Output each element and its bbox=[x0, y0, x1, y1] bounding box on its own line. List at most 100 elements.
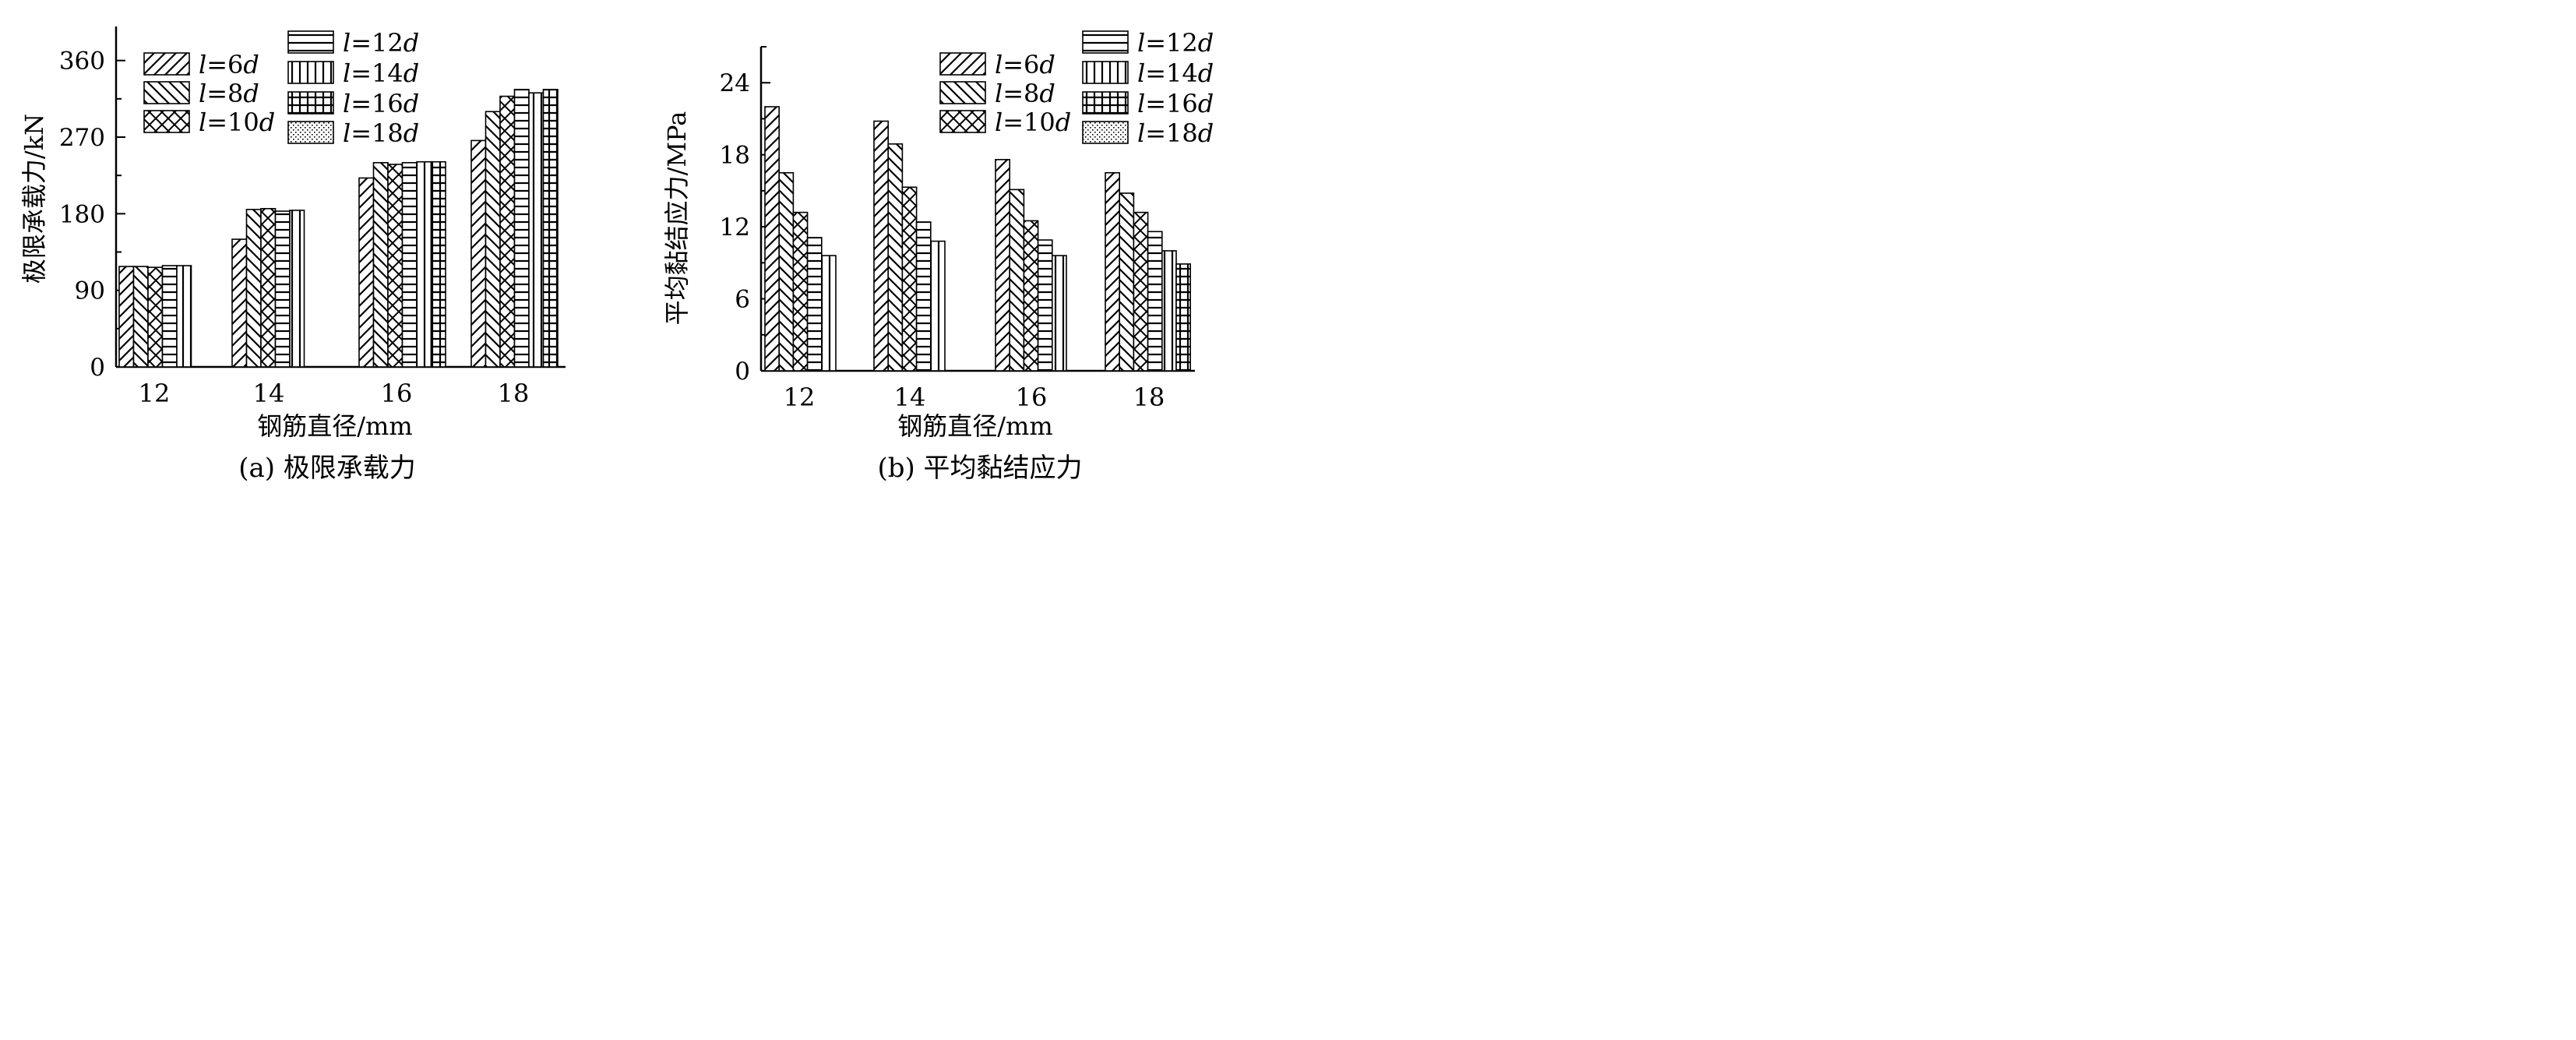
bar bbox=[778, 171, 795, 372]
legend-label: l=10d bbox=[995, 108, 1071, 137]
y-tick-label: 270 bbox=[59, 124, 105, 152]
legend-swatch bbox=[143, 81, 190, 104]
legend-label-unit: d bbox=[403, 58, 419, 88]
legend-swatch bbox=[939, 81, 986, 104]
legend-swatch bbox=[287, 121, 334, 144]
legend-label-unit: d bbox=[403, 89, 419, 118]
legend-label-value: =16 bbox=[351, 89, 403, 118]
bar bbox=[1133, 211, 1149, 372]
bar bbox=[372, 162, 389, 368]
bar bbox=[821, 255, 837, 372]
bar bbox=[1119, 192, 1135, 372]
x-tick-label: 16 bbox=[1016, 383, 1048, 412]
bar bbox=[995, 159, 1011, 372]
legend-label-var: l bbox=[199, 108, 206, 137]
x-tick-label: 12 bbox=[139, 379, 171, 408]
bar bbox=[873, 120, 890, 372]
legend-swatch bbox=[1082, 30, 1129, 54]
bar bbox=[118, 266, 135, 368]
legend-label-unit: d bbox=[1198, 89, 1214, 118]
bar bbox=[289, 210, 305, 368]
bar bbox=[132, 266, 149, 368]
legend-label-unit: d bbox=[1039, 50, 1055, 79]
y-tick-label: 360 bbox=[59, 48, 105, 76]
panel-caption: (b) 平均黏结应力 bbox=[877, 453, 1082, 484]
y-tick-label: 180 bbox=[59, 200, 105, 228]
bar bbox=[430, 160, 446, 368]
legend-label-value: =6 bbox=[1003, 50, 1039, 79]
bar bbox=[930, 240, 946, 372]
legend-label-value: =10 bbox=[1003, 108, 1055, 137]
bar bbox=[401, 162, 418, 368]
legend-label: l=10d bbox=[199, 108, 275, 137]
x-tick-label: 16 bbox=[381, 379, 413, 408]
bar bbox=[1052, 255, 1067, 372]
legend-swatch bbox=[143, 110, 190, 133]
legend-label: l=6d bbox=[199, 50, 259, 79]
y-tick-label: 0 bbox=[735, 358, 750, 386]
y-tick-label: 90 bbox=[75, 277, 105, 305]
legend-label-unit: d bbox=[1055, 108, 1071, 137]
legend-swatch bbox=[143, 52, 190, 76]
bar bbox=[147, 266, 164, 368]
legend-label-unit: d bbox=[403, 28, 419, 58]
y-tick-label: 12 bbox=[720, 213, 750, 241]
legend-swatch bbox=[939, 110, 986, 133]
legend-swatch bbox=[1082, 91, 1129, 115]
legend-label-value: =12 bbox=[1145, 28, 1198, 58]
legend-label-value: =8 bbox=[206, 79, 243, 108]
y-axis-label: 极限承载力/kN bbox=[19, 114, 49, 284]
legend-label: l=14d bbox=[1137, 58, 1214, 88]
legend-label-unit: d bbox=[243, 50, 259, 79]
bar bbox=[1037, 239, 1053, 372]
legend-label: l=12d bbox=[343, 28, 419, 58]
legend-label: l=6d bbox=[995, 50, 1055, 79]
legend-label-unit: d bbox=[1198, 58, 1214, 88]
legend-label-value: =14 bbox=[351, 58, 403, 88]
legend-swatch bbox=[287, 61, 334, 84]
legend-label-var: l bbox=[995, 50, 1003, 79]
bar bbox=[1147, 231, 1163, 372]
legend-label-value: =14 bbox=[1145, 58, 1198, 88]
bar bbox=[901, 186, 918, 372]
legend-label: l=8d bbox=[199, 79, 259, 108]
bar bbox=[764, 106, 781, 372]
bar bbox=[542, 89, 559, 368]
legend-label-value: =16 bbox=[1145, 89, 1198, 118]
legend-label: l=18d bbox=[1137, 118, 1214, 148]
legend-swatch bbox=[1082, 121, 1129, 144]
legend-label-var: l bbox=[199, 50, 206, 79]
bar bbox=[260, 207, 277, 368]
bar bbox=[528, 92, 544, 368]
legend-label-unit: d bbox=[243, 79, 259, 108]
legend-label: l=16d bbox=[343, 89, 419, 118]
y-tick-label: 24 bbox=[720, 69, 750, 97]
legend-label-var: l bbox=[199, 79, 206, 108]
bar bbox=[161, 265, 178, 368]
y-axis-label: 平均黏结应力/MPa bbox=[662, 111, 692, 326]
bar bbox=[1175, 263, 1192, 372]
bar bbox=[231, 238, 248, 368]
legend-label-var: l bbox=[1137, 118, 1145, 148]
legend-label-var: l bbox=[1137, 58, 1145, 88]
bar bbox=[470, 139, 487, 368]
legend-label: l=14d bbox=[343, 58, 419, 88]
y-tick-label: 18 bbox=[720, 142, 750, 170]
legend-label: l=8d bbox=[995, 79, 1055, 108]
bar bbox=[274, 210, 291, 368]
legend-label-value: =8 bbox=[1003, 79, 1039, 108]
legend-label-unit: d bbox=[1039, 79, 1055, 108]
x-axis-label: 钢筋直径/mm bbox=[897, 411, 1052, 441]
bar bbox=[1009, 189, 1025, 372]
legend-swatch bbox=[1082, 61, 1129, 84]
legend-label-unit: d bbox=[1198, 118, 1214, 148]
legend-label-var: l bbox=[1137, 89, 1145, 118]
bar bbox=[1105, 171, 1121, 372]
legend-label-unit: d bbox=[1198, 28, 1214, 58]
bar bbox=[245, 209, 262, 368]
bar bbox=[887, 143, 904, 372]
x-tick-label: 18 bbox=[1133, 383, 1165, 412]
